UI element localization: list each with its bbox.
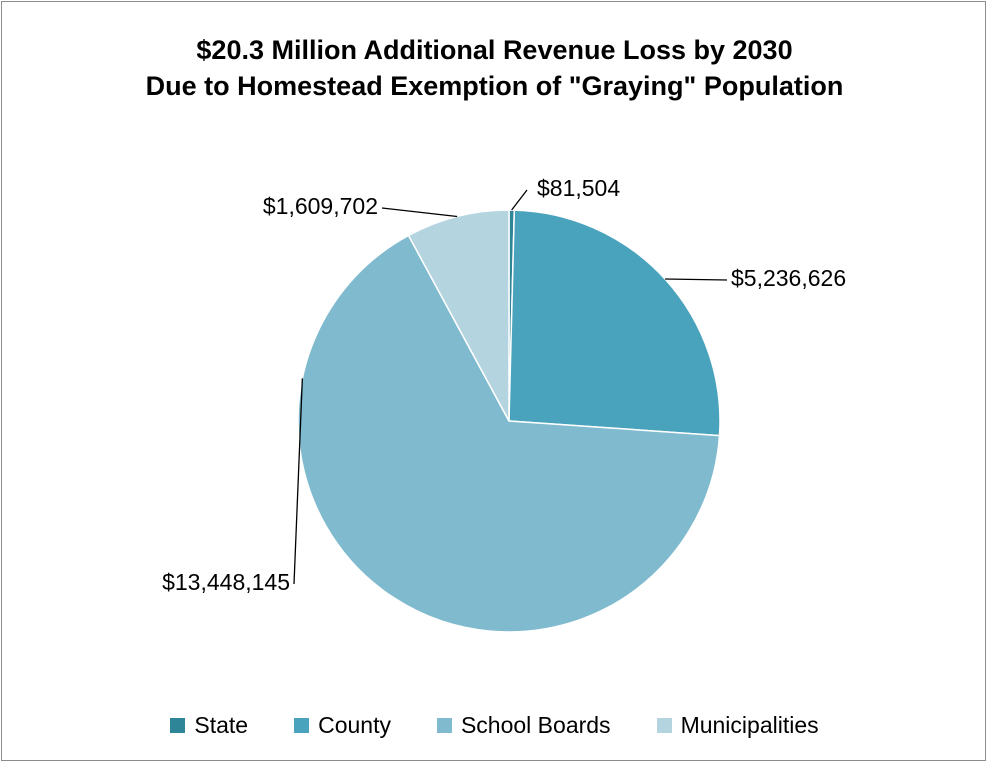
chart-title-line-1: $20.3 Million Additional Revenue Loss by… xyxy=(196,35,793,65)
chart-title: $20.3 Million Additional Revenue Loss by… xyxy=(2,32,987,104)
legend-label-state: State xyxy=(194,711,249,738)
data-label-state: $81,504 xyxy=(537,175,620,201)
legend-label-county: County xyxy=(318,711,391,738)
data-label-municipalities: $1,609,702 xyxy=(263,193,378,219)
legend-item-county: County xyxy=(294,712,391,739)
leader-lines xyxy=(293,189,728,585)
legend-item-state: State xyxy=(170,712,248,739)
chart-title-line-2: Due to Homestead Exemption of "Graying" … xyxy=(145,71,844,101)
legend-item-municipalities: Municipalities xyxy=(656,711,819,739)
data-labels: $81,504 $5,236,626 $13,448,145 $1,609,702 xyxy=(162,175,846,595)
legend-label-school-boards: School Boards xyxy=(460,711,611,738)
pie-slice-municipalities xyxy=(407,209,510,422)
legend-swatch-state xyxy=(170,717,186,733)
pie-slice-county xyxy=(508,209,721,437)
legend-label-municipalities: Municipalities xyxy=(680,711,819,738)
leader-line-county xyxy=(665,278,728,281)
data-label-school-boards: $13,448,145 xyxy=(162,569,290,595)
legend: State County School Boards Municipalities xyxy=(2,710,987,740)
leader-line-state xyxy=(511,189,528,211)
data-label-county: $5,236,626 xyxy=(731,265,846,291)
pie-chart: $81,504 $5,236,626 $13,448,145 $1,609,702 xyxy=(162,175,846,633)
leader-line-school-boards xyxy=(293,378,304,585)
legend-swatch-school-boards xyxy=(436,717,452,733)
pie-slices xyxy=(297,209,721,633)
legend-swatch-county xyxy=(294,717,310,733)
legend-swatch-municipalities xyxy=(656,717,672,733)
pie-slice-school-boards xyxy=(297,234,721,633)
leader-line-municipalities xyxy=(381,207,458,218)
legend-item-school-boards: School Boards xyxy=(436,711,611,739)
